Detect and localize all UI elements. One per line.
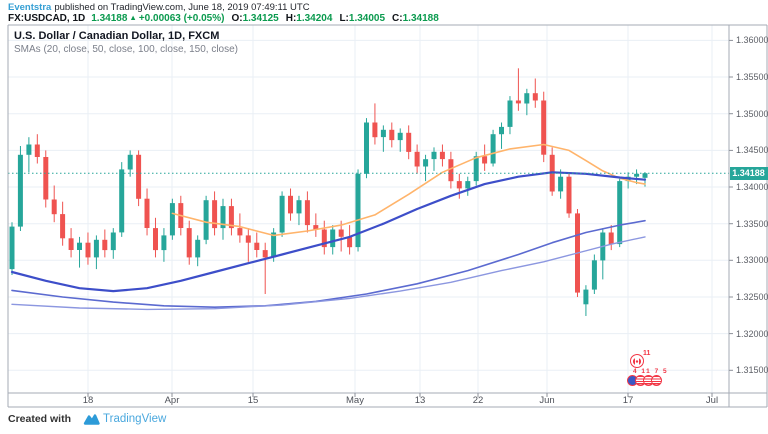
last-price-value: 1.34188 (91, 12, 128, 24)
time-axis-label: 18 (82, 395, 94, 406)
tradingview-link[interactable]: TradingView (77, 412, 166, 426)
price-axis-label: 1.36000 (736, 35, 768, 46)
price-axis-label: 1.35500 (736, 72, 768, 83)
us-flag-icon (651, 375, 662, 386)
symbol-title[interactable]: U.S. Dollar / Canadian Dollar, 1D, FXCM (14, 30, 220, 42)
price-axis-label: 1.33000 (736, 255, 768, 266)
high-label: H: (285, 12, 297, 24)
time-axis-label: 15 (247, 395, 259, 406)
tradingview-logo-icon (83, 414, 100, 425)
time-axis-label: 13 (414, 395, 426, 406)
event-flag-row (627, 375, 668, 387)
price-axis-label: 1.31500 (736, 365, 768, 376)
low-label: L: (339, 12, 349, 24)
sma-150-line (11, 236, 646, 311)
author-name[interactable]: Eventstra (8, 2, 52, 13)
created-with-label: Created with (8, 413, 72, 425)
time-axis-label: Apr (164, 395, 180, 406)
time-axis-label: 22 (472, 395, 484, 406)
open-pair: O:1.34125 (231, 13, 278, 24)
high-pair: H:1.34204 (286, 13, 333, 24)
price-axis[interactable]: 1.36000 1.35500 1.35000 1.34500 1.34000 1.335… (729, 25, 768, 393)
footer: Created with TradingView (8, 412, 166, 426)
canada-flag (633, 357, 641, 365)
close-pair: C:1.34188 (392, 13, 439, 24)
byline-text: published on TradingView.com, June 18, 2… (54, 2, 310, 13)
chart-borders (7, 24, 768, 408)
time-axis-label: Jun (539, 395, 555, 406)
economic-event-marker[interactable]: 11 (630, 350, 650, 370)
open-label: O: (231, 12, 243, 24)
time-axis-label: Jul (705, 395, 719, 406)
price-axis-label: 1.32000 (736, 328, 768, 339)
close-label: C: (392, 12, 403, 24)
close-value: 1.34188 (402, 12, 439, 24)
high-value: 1.34204 (296, 12, 333, 24)
price-axis-label: 1.33500 (736, 218, 768, 229)
sma-100-line (11, 219, 646, 309)
event-counts: 4 11 7 5 (633, 368, 669, 375)
open-value: 1.34125 (242, 12, 279, 24)
price-axis-label: 1.34500 (736, 145, 768, 156)
indicator-label[interactable]: SMAs (20, close, 50, close, 100, close, … (14, 44, 238, 55)
chart-legend[interactable]: U.S. Dollar / Canadian Dollar, 1D, FXCM … (14, 30, 238, 56)
price-axis-label: 1.35000 (736, 108, 768, 119)
up-arrow-icon: ▲ (129, 12, 137, 22)
quote-line: FX:USDCAD, 1D 1.34188 ▲ +0.00063 (+0.05%) O:… (8, 13, 439, 24)
byline: Eventstra published on TradingView.com, J… (8, 2, 310, 13)
time-axis-label: May (346, 395, 364, 406)
gridlines (8, 25, 729, 393)
change-value: +0.00063 (+0.05%) (138, 12, 225, 24)
symbol-interval: FX:USDCAD, 1D (8, 12, 86, 24)
low-pair: L:1.34005 (339, 13, 385, 24)
time-axis[interactable]: 18 Apr 15 May 13 22 Jun 17 Jul (8, 393, 767, 407)
price-axis-label: 1.34000 (736, 182, 768, 192)
event-count-badge: 11 (643, 350, 651, 357)
sma-50-line (10, 171, 647, 293)
economic-event-cluster[interactable]: 4 11 7 5 (627, 368, 668, 387)
low-value: 1.34005 (348, 12, 386, 24)
canada-flag-icon (630, 354, 644, 368)
sma-20-line (171, 143, 646, 237)
candlestick-series (9, 68, 648, 316)
tradingview-brand-text: TradingView (103, 413, 167, 425)
time-axis-label: 17 (622, 395, 634, 406)
price-axis-label: 1.32500 (736, 291, 768, 302)
last-price-tag: 1.34188 (729, 166, 768, 180)
